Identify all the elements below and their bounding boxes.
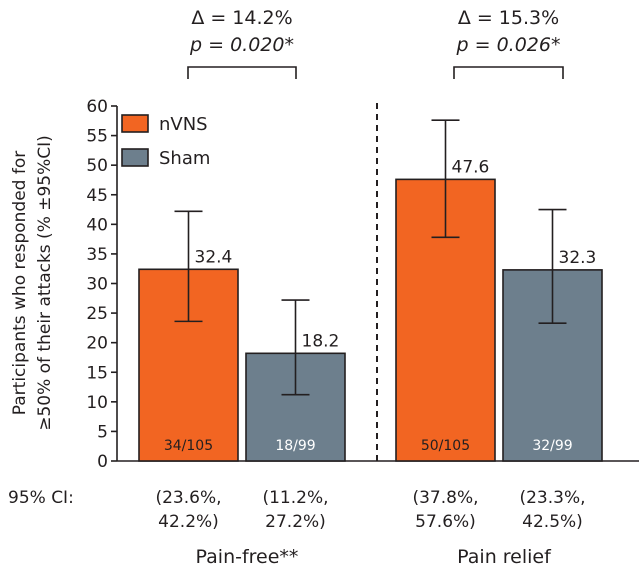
category-label: Pain-free** — [196, 546, 299, 568]
y-axis-label-line2: ≥50% of their attacks (% ±95%CI) — [35, 135, 55, 431]
y-tick-label: 40 — [86, 215, 108, 235]
y-tick-label: 10 — [86, 393, 108, 413]
legend-swatch — [121, 148, 149, 167]
y-tick-label: 35 — [86, 245, 108, 265]
bar — [138, 268, 239, 462]
bar-count-label: 32/99 — [532, 438, 572, 454]
significance-bracket — [453, 66, 564, 79]
ci-text-line1: (23.3%, — [519, 488, 585, 508]
data-label: 32.4 — [195, 247, 233, 267]
y-tick-label: 5 — [97, 422, 108, 442]
legend-label: nVNS — [159, 114, 208, 135]
bar-count-label: 34/105 — [164, 438, 213, 454]
ci-text-line2: 27.2%) — [265, 512, 326, 532]
ci-text-line1: (23.6%, — [155, 488, 221, 508]
significance-bracket — [187, 66, 297, 79]
y-tick-label: 25 — [86, 304, 108, 324]
y-tick-label: 15 — [86, 363, 108, 383]
ci-row-label: 95% CI: — [8, 488, 74, 508]
p-value-label: p = 0.020* — [189, 34, 294, 56]
ci-text-line2: 42.2%) — [158, 512, 219, 532]
p-value-label: p = 0.026* — [456, 34, 561, 56]
ci-text-line2: 57.6%) — [415, 512, 476, 532]
data-label: 47.6 — [452, 157, 490, 177]
y-axis-label-line1: Participants who responded for — [10, 151, 30, 415]
ci-text-line1: (37.8%, — [412, 488, 478, 508]
y-tick-label: 55 — [86, 127, 108, 147]
delta-label: Δ = 14.2% — [191, 7, 292, 29]
data-label: 18.2 — [302, 331, 340, 351]
y-tick-label: 30 — [86, 275, 108, 295]
bar-count-label: 50/105 — [421, 438, 470, 454]
ci-text-line2: 42.5%) — [522, 512, 583, 532]
y-tick-label: 45 — [86, 186, 108, 206]
delta-label: Δ = 15.3% — [458, 7, 559, 29]
y-tick-label: 20 — [86, 334, 108, 354]
data-label: 32.3 — [559, 248, 597, 268]
y-tick-label: 60 — [86, 97, 108, 117]
bar-count-label: 18/99 — [275, 438, 315, 454]
legend-swatch — [121, 114, 149, 133]
category-label: Pain relief — [457, 546, 552, 568]
ci-text-line1: (11.2%, — [262, 488, 328, 508]
y-tick-label: 0 — [97, 452, 108, 472]
y-tick-label: 50 — [86, 156, 108, 176]
legend-label: Sham — [159, 148, 210, 169]
